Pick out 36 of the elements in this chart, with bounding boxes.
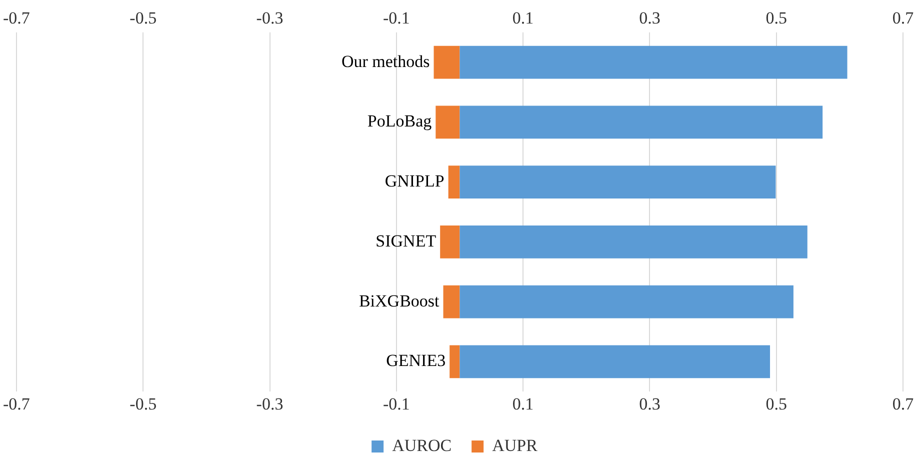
x2-tick-label: 0.1 <box>512 394 534 414</box>
bar <box>460 225 808 258</box>
y-tick-label: BiXGBoost <box>358 291 440 310</box>
x2-tick-label: 0.5 <box>766 394 787 414</box>
bar <box>443 285 460 318</box>
y-tick-label: SIGNET <box>376 231 437 250</box>
x-tick-label: 0.5 <box>766 8 787 28</box>
x-tick-label: 0.7 <box>892 8 914 28</box>
x2-tick-label: -0.5 <box>130 394 157 414</box>
bar <box>434 46 460 79</box>
bar <box>460 285 794 318</box>
x-tick-label: 0.3 <box>639 8 660 28</box>
x2-tick-label: -0.3 <box>256 394 284 414</box>
bar <box>448 166 460 199</box>
y-tick-label: Our methods <box>341 52 430 71</box>
x-tick-label: -0.7 <box>2 8 30 28</box>
legend-label: AUROC <box>392 436 452 455</box>
x-tick-label: -0.5 <box>130 8 157 28</box>
y-tick-label: GNIPLP <box>384 172 444 191</box>
bar <box>460 166 776 199</box>
bar <box>460 345 770 378</box>
x2-tick-label: 0.3 <box>639 394 660 414</box>
x2-tick-label: -0.7 <box>2 394 30 414</box>
bar <box>436 106 460 139</box>
x-tick-label: 0.1 <box>512 8 534 28</box>
x-tick-label: -0.1 <box>382 8 410 28</box>
bar <box>440 225 460 258</box>
y-tick-label: PoLoBag <box>367 112 432 131</box>
y-tick-label: GENIE3 <box>386 351 446 370</box>
x2-tick-label: 0.7 <box>892 394 914 414</box>
x-tick-label: -0.3 <box>256 8 284 28</box>
bar <box>460 46 848 79</box>
legend-label: AUPR <box>492 436 538 455</box>
x2-tick-label: -0.1 <box>382 394 410 414</box>
bar <box>460 106 823 139</box>
bar <box>450 345 460 378</box>
